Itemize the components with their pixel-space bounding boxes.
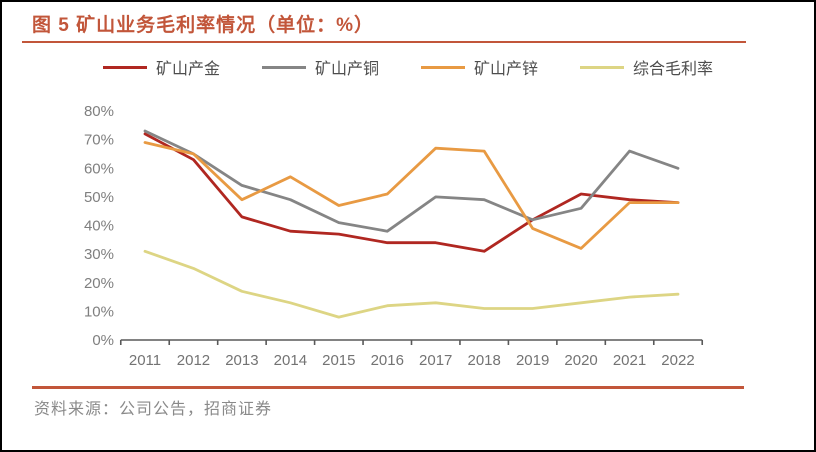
x-axis-label: 2016 bbox=[371, 352, 404, 369]
y-axis-label: 20% bbox=[84, 275, 114, 292]
legend-label: 矿山产锌 bbox=[474, 61, 539, 78]
title-underline bbox=[22, 41, 746, 43]
x-axis-label: 2014 bbox=[274, 352, 307, 369]
series-line-2 bbox=[143, 141, 680, 250]
figure-title: 图 5 矿山业务毛利率情况（单位：%） bbox=[32, 15, 375, 36]
y-axis-label: 40% bbox=[84, 218, 114, 235]
footer-rule bbox=[32, 386, 744, 389]
x-axis-label: 2012 bbox=[177, 352, 210, 369]
y-axis-label: 70% bbox=[84, 132, 114, 149]
x-axis-label: 2013 bbox=[225, 352, 258, 369]
y-axis-label: 0% bbox=[92, 332, 114, 349]
series-line-1 bbox=[143, 129, 680, 233]
legend-label: 矿山产金 bbox=[155, 61, 220, 78]
legend-item-3: 综合毛利率 bbox=[580, 55, 713, 79]
x-axis-label: 2015 bbox=[322, 352, 355, 369]
legend-swatch-icon bbox=[261, 65, 306, 69]
legend-swatch-icon bbox=[421, 65, 465, 69]
legend-label: 综合毛利率 bbox=[633, 61, 714, 78]
x-axis-label: 2018 bbox=[467, 352, 500, 369]
x-axis-label: 2020 bbox=[564, 352, 597, 369]
series-line-0 bbox=[143, 132, 680, 253]
x-axis-label: 2017 bbox=[419, 352, 452, 369]
legend-swatch-icon bbox=[102, 65, 147, 69]
chart-legend: 矿山产金 矿山产铜 矿山产锌 综合毛利率 bbox=[2, 56, 814, 78]
x-axis-label: 2019 bbox=[516, 352, 549, 369]
y-axis-label: 10% bbox=[84, 303, 114, 320]
series-line-3 bbox=[143, 249, 680, 319]
legend-item-2: 矿山产锌 bbox=[421, 55, 538, 79]
legend-item-1: 矿山产铜 bbox=[261, 55, 379, 79]
x-axis-label: 2011 bbox=[129, 352, 161, 369]
y-axis-label: 50% bbox=[84, 189, 114, 206]
x-axis-label: 2022 bbox=[661, 352, 694, 369]
legend-item-0: 矿山产金 bbox=[102, 55, 220, 79]
legend-label: 矿山产铜 bbox=[314, 61, 379, 78]
line-chart: 0% 10% 20% 30% 40% 50% 60% 70% 80% 2011 2012 2013 20… bbox=[84, 103, 704, 369]
y-axis-label: 60% bbox=[84, 160, 114, 177]
y-axis-label: 80% bbox=[84, 103, 114, 120]
legend-swatch-icon bbox=[580, 65, 625, 69]
x-axis-label: 2021 bbox=[613, 352, 646, 369]
source-note: 资料来源：公司公告，招商证券 bbox=[34, 401, 273, 418]
y-axis-label: 30% bbox=[84, 246, 114, 263]
